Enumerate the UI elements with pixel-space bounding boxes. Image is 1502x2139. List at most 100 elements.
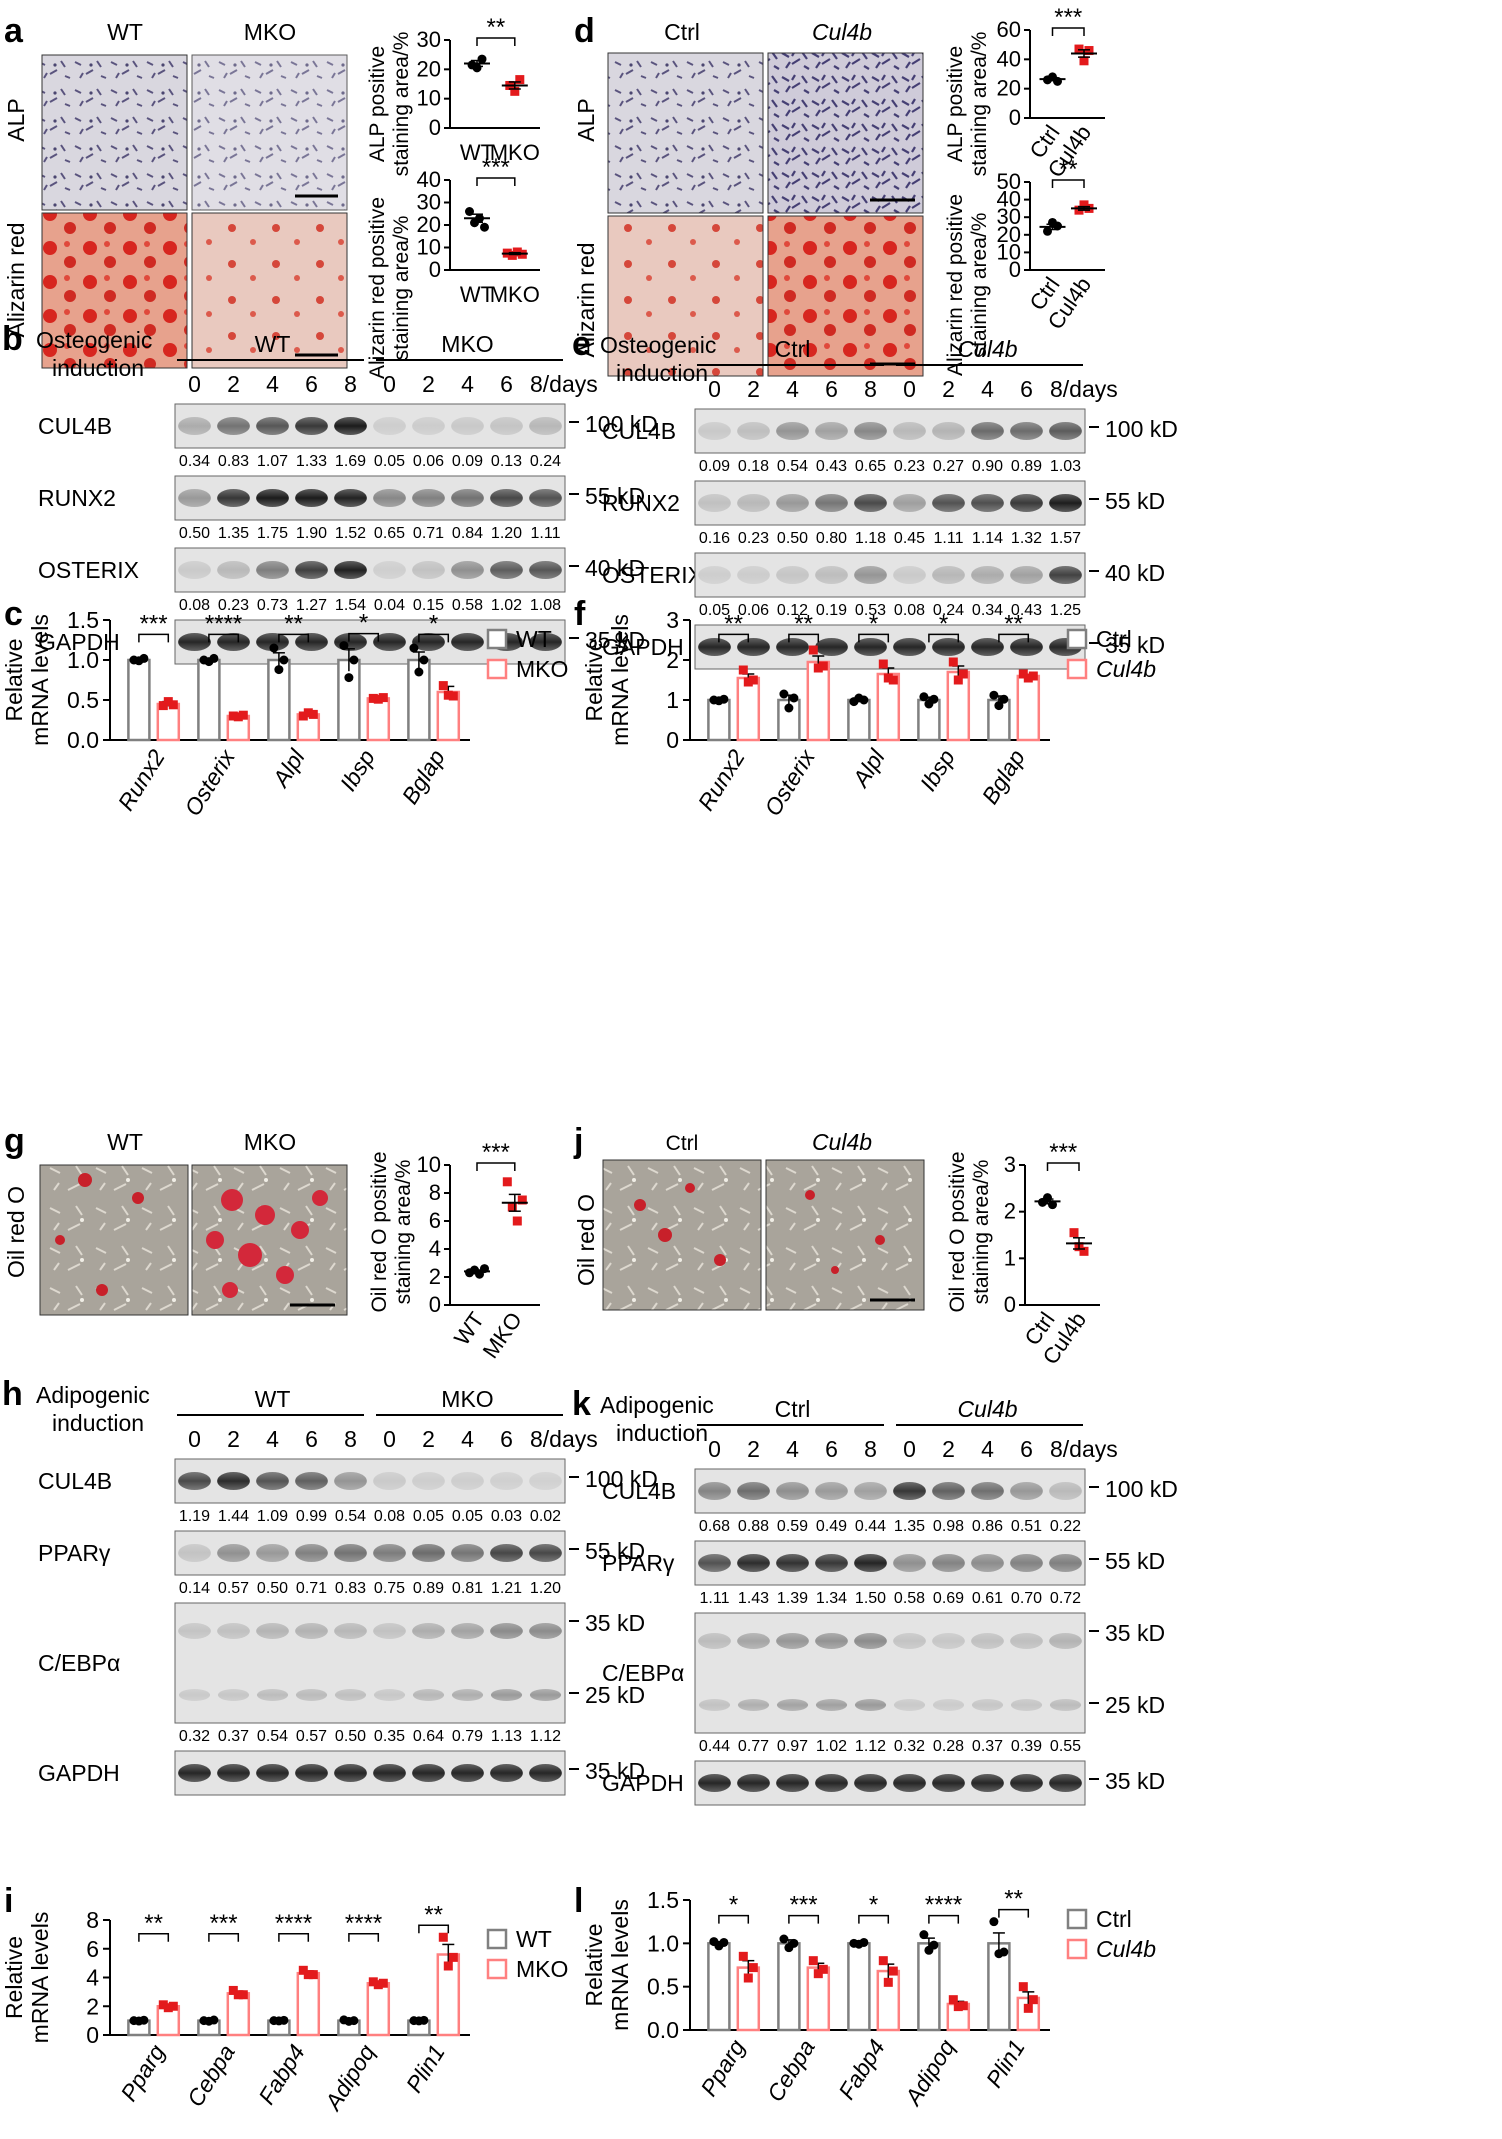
a-row-ar: Alizarin red xyxy=(3,222,29,337)
f-legend-Cul4b: Cul4b xyxy=(1096,656,1156,682)
h-band-2-6 xyxy=(412,1689,445,1701)
d-row-ar: Alizarin red xyxy=(573,242,599,357)
l-point-Cul4b-Cebpa xyxy=(818,1964,828,1974)
a1-point-WT xyxy=(472,63,482,73)
b-band-2-9 xyxy=(529,561,562,579)
l-point-Cul4b-Pparg xyxy=(738,1951,748,1961)
k-quant-0-1: 0.88 xyxy=(738,1518,769,1535)
b-day-5: 0 xyxy=(383,371,396,397)
d2-ytick-label: 30 xyxy=(997,204,1021,229)
l-point-Cul4b-Plin1 xyxy=(1023,2003,1033,2013)
f-point-Cul4b-Runx2 xyxy=(738,665,748,675)
l-point-Cul4b-Adipoq xyxy=(958,2001,968,2011)
l-ytick-label: 0.0 xyxy=(647,2017,679,2043)
b-quant-1-4: 1.52 xyxy=(335,525,366,542)
h-quant-1-2: 0.50 xyxy=(257,1580,288,1597)
e-quant-2-6: 0.24 xyxy=(933,602,964,619)
l-sig-bracket-Fabp4 xyxy=(858,1914,890,1924)
k-band-0-7 xyxy=(971,1482,1004,1500)
h-band-0-8 xyxy=(490,1472,523,1490)
e-band-3-4 xyxy=(854,638,887,656)
k-band-1-1 xyxy=(737,1554,770,1572)
i-bar-MKO-Cebpa xyxy=(226,1992,251,2037)
k-band-label-1: PPARγ xyxy=(602,1550,675,1576)
e-band-1-8 xyxy=(1010,494,1043,512)
e-day-4: 8 xyxy=(864,376,877,402)
i-ylabel-2: mRNA levels xyxy=(27,1912,53,2044)
l-ylabel-2: mRNA levels xyxy=(607,1899,633,2031)
e-quant-0-8: 0.89 xyxy=(1011,458,1042,475)
b-band-0-3 xyxy=(295,417,328,435)
e-band-0-9 xyxy=(1049,422,1082,440)
k-band-1-7 xyxy=(971,1554,1004,1572)
k-quant-1-2: 1.39 xyxy=(777,1590,808,1607)
a2-sig-bracket xyxy=(476,177,516,186)
d-ar-ctrl-image xyxy=(607,215,764,377)
k-band-2-3 xyxy=(815,1633,848,1649)
h-band-3-4 xyxy=(334,1764,367,1782)
i-point-MKO-Cebpa xyxy=(238,1990,248,2000)
k-quant-2-6: 0.28 xyxy=(933,1738,964,1755)
h-quant-2-2: 0.54 xyxy=(257,1728,288,1745)
l-point-Ctrl-Plin1 xyxy=(989,1917,999,1927)
f-sig-bracket-Osterix xyxy=(788,633,820,643)
i-bar-MKO-Fabp4 xyxy=(296,1971,321,2037)
b-quant-0-7: 0.09 xyxy=(452,453,483,470)
f-sig-Osterix: ** xyxy=(794,610,813,637)
k-band-0-4 xyxy=(854,1482,887,1500)
k-band-1-8 xyxy=(1010,1554,1043,1572)
e-quant-2-4: 0.53 xyxy=(855,602,886,619)
c-point-MKO-Ibsp xyxy=(378,693,388,703)
e-quant-0-1: 0.18 xyxy=(738,458,769,475)
i-point-MKO-Pparg xyxy=(163,2003,173,2013)
k-quant-0-4: 0.44 xyxy=(855,1518,886,1535)
k-day-2: 4 xyxy=(786,1436,799,1462)
a2-ylabel-2: staining area/% xyxy=(390,216,413,361)
k-band-0-8 xyxy=(1010,1482,1043,1500)
k-band-label-2: C/EBPα xyxy=(602,1660,684,1686)
b-quant-2-8: 1.02 xyxy=(491,597,522,614)
k-quant-2-9: 0.55 xyxy=(1050,1738,1081,1755)
k-quant-2-4: 1.12 xyxy=(855,1738,886,1755)
h-band-1-9 xyxy=(529,1544,562,1562)
e-quant-0-7: 0.90 xyxy=(972,458,1003,475)
i-point-WT-Fabp4 xyxy=(279,2015,289,2025)
l-point-Ctrl-Pparg xyxy=(719,1937,729,1947)
panel-label-b: b xyxy=(2,320,23,358)
k-band-1-5 xyxy=(893,1554,926,1572)
b-day-2: 4 xyxy=(266,371,279,397)
k-band-3-8 xyxy=(1010,1774,1043,1792)
e-band-2-5 xyxy=(893,566,926,584)
k-band-2-7 xyxy=(971,1699,1004,1711)
k-quant-0-6: 0.98 xyxy=(933,1518,964,1535)
b-quant-2-7: 0.58 xyxy=(452,597,483,614)
f-point-Cul4b-Osterix xyxy=(818,661,828,671)
h-band-label-3: GAPDH xyxy=(38,1760,120,1786)
l-bar-Ctrl-Pparg xyxy=(707,1942,731,2032)
e-quant-0-5: 0.23 xyxy=(894,458,925,475)
e-band-1-4 xyxy=(854,494,887,512)
f-point-Ctrl-Ibsp xyxy=(919,692,929,702)
f-xlabel-Alpl: Alpl xyxy=(846,744,890,793)
b-quant-1-2: 1.75 xyxy=(257,525,288,542)
h-band-label-2: C/EBPα xyxy=(38,1650,120,1676)
c-point-MKO-Ibsp xyxy=(368,693,378,703)
d1-ytick-label: 60 xyxy=(997,17,1021,42)
b-band-1-2 xyxy=(256,489,289,507)
e-day-8: 6 xyxy=(1020,376,1033,402)
j1-point-Ctrl xyxy=(1043,1193,1052,1203)
c-ylabel-1: Relative xyxy=(1,638,27,721)
b-day-7: 4 xyxy=(461,371,474,397)
l-point-Cul4b-Fabp4 xyxy=(878,1956,888,1966)
i-ytick-label: 6 xyxy=(86,1936,99,1962)
i-point-MKO-Plin1 xyxy=(448,1952,458,1962)
c-ytick-label: 0.5 xyxy=(67,687,99,713)
f-sig-Bglap: ** xyxy=(1004,610,1023,637)
i-point-MKO-Adipoq xyxy=(368,1977,378,1987)
b-band-label-0: CUL4B xyxy=(38,413,112,439)
k-day-9: 8/days xyxy=(1050,1436,1118,1462)
h-quant-2-8: 1.13 xyxy=(491,1728,522,1745)
c-point-MKO-Osterix xyxy=(228,711,238,721)
